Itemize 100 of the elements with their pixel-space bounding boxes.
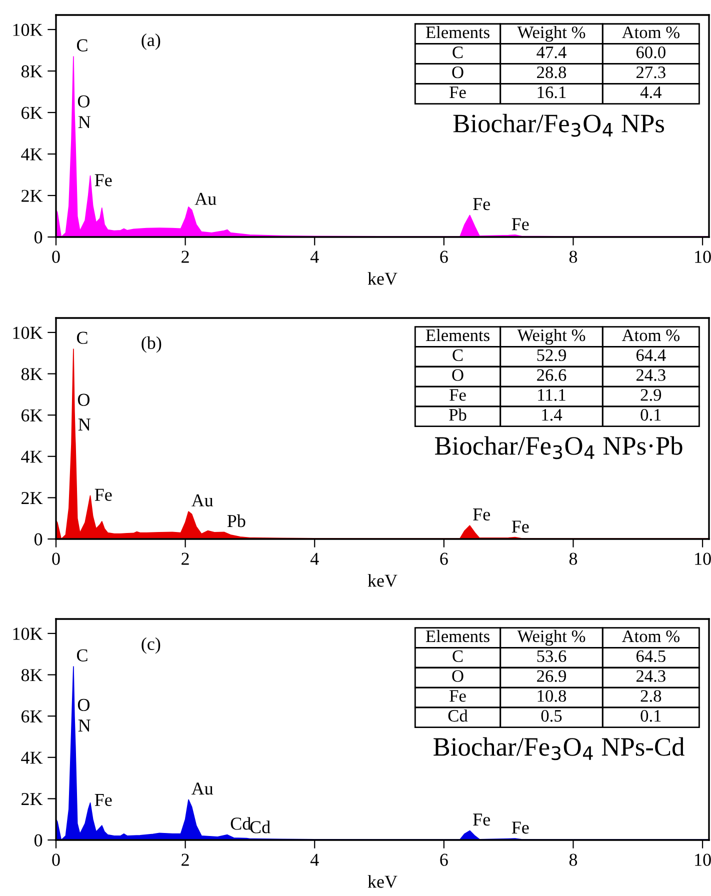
annotation: 52.9 [537, 349, 566, 362]
annotation: Fe [473, 814, 490, 826]
annotation: (c) [142, 637, 160, 654]
y-tick-label: 0 [34, 533, 42, 546]
annotation: Atom % [622, 26, 680, 38]
annotation: O [452, 66, 464, 78]
annotation: Elements [426, 630, 490, 642]
annotation: 24.3 [636, 369, 666, 381]
y-tick-label: 8K [21, 669, 43, 682]
annotation: Fe [450, 389, 466, 401]
annotation: 64.4 [636, 349, 666, 362]
x-tick-label: 10 [695, 250, 711, 263]
annotation: 16.1 [538, 86, 566, 98]
annotation: Weight % [517, 630, 586, 646]
annotation: O [78, 394, 90, 406]
x-tick-label: 2 [182, 250, 189, 263]
annotation: (a) [142, 33, 160, 50]
annotation: 4.4 [640, 86, 662, 98]
annotation: O [78, 95, 90, 108]
annotation: Fe [450, 86, 466, 98]
y-tick-label: 6K [22, 409, 43, 422]
annotation: Au [194, 192, 216, 205]
annotation: 1.4 [542, 409, 562, 421]
annotation: 10.8 [538, 690, 566, 702]
annotation: 26.9 [537, 670, 566, 682]
y-tick-label: 4K [21, 450, 43, 463]
y-tick-label: 2K [22, 492, 43, 504]
annotation: Fe [450, 690, 466, 702]
annotation: Fe [473, 508, 490, 521]
text: Biochar/Fe$_{3}$O$_{4}$ NPs-Cd [434, 737, 684, 760]
y-tick-label: 6K [22, 710, 43, 723]
text: Biochar/Fe$_{3}$O$_{4}$ NPs·Pb [435, 436, 682, 460]
x-axis-title: keV [368, 574, 398, 587]
x-tick-label: 0 [52, 250, 60, 263]
annotation: Fe [94, 794, 112, 806]
annotation: O [78, 698, 90, 712]
y-tick-label: 2K [22, 793, 43, 805]
annotation: 26.6 [537, 369, 566, 381]
x-tick-label: 2 [182, 854, 189, 866]
annotation: Elements [426, 26, 490, 38]
annotation: N [78, 116, 90, 128]
annotation: Cd [230, 817, 251, 830]
text: Biochar/Fe$_{3}$O$_{4}$ NPs [453, 114, 664, 137]
y-tick-label: 4K [21, 752, 43, 764]
annotation: (b) [142, 336, 162, 353]
annotation: C [452, 650, 463, 662]
annotation: Fe [473, 198, 490, 210]
y-tick-label: 0 [34, 834, 42, 846]
x-tick-label: 4 [310, 250, 319, 263]
annotation: Fe [512, 218, 529, 230]
y-tick-label: 8K [21, 368, 43, 380]
annotation: Cd [250, 820, 270, 834]
x-tick-label: 6 [440, 854, 448, 866]
y-tick-label: 10K [13, 326, 43, 339]
y-tick-label: 10K [13, 628, 43, 640]
x-axis-title: keV [368, 875, 398, 888]
annotation: N [78, 418, 90, 430]
x-tick-label: 6 [440, 552, 448, 565]
x-tick-label: 10 [695, 854, 711, 866]
annotation: 60.0 [636, 46, 666, 58]
annotation: Cd [448, 709, 468, 722]
annotation: Elements [426, 328, 490, 342]
x-tick-label: 0 [52, 854, 60, 866]
annotation: Fe [94, 488, 112, 501]
annotation: Atom % [622, 329, 680, 342]
annotation: Fe [94, 174, 112, 186]
annotation: 28.8 [537, 66, 566, 78]
y-tick-label: 10K [13, 24, 43, 36]
annotation: 2.9 [640, 389, 662, 401]
annotation: Atom % [622, 630, 680, 642]
annotation: C [76, 332, 88, 344]
annotation: 53.6 [537, 650, 566, 662]
x-tick-label: 4 [310, 552, 319, 565]
annotation: O [452, 369, 464, 381]
annotation: Weight % [517, 26, 586, 42]
annotation: Au [191, 494, 214, 506]
y-tick-label: 0 [34, 231, 42, 244]
annotation: 27.3 [636, 66, 666, 78]
x-axis-title: keV [368, 272, 398, 285]
x-tick-label: 8 [569, 552, 578, 565]
y-tick-label: 8K [21, 65, 43, 78]
annotation: 0.1 [640, 408, 661, 421]
annotation: N [78, 720, 90, 732]
annotation: O [452, 670, 464, 682]
annotation: C [76, 39, 88, 52]
y-tick-label: 6K [22, 106, 43, 119]
annotation: Fe [512, 822, 529, 834]
annotation: Pb [449, 408, 466, 421]
x-tick-label: 4 [310, 854, 319, 866]
annotation: C [76, 649, 88, 662]
annotation: 24.3 [636, 670, 666, 682]
annotation: Au [191, 782, 214, 795]
y-tick-label: 2K [22, 190, 43, 202]
x-tick-label: 0 [52, 552, 60, 565]
annotation: Pb [227, 514, 246, 528]
x-tick-label: 8 [569, 854, 578, 866]
y-tick-label: 4K [21, 148, 43, 160]
annotation: Weight % [517, 328, 586, 345]
annotation: 2.8 [640, 690, 662, 702]
annotation: 47.4 [536, 46, 566, 58]
